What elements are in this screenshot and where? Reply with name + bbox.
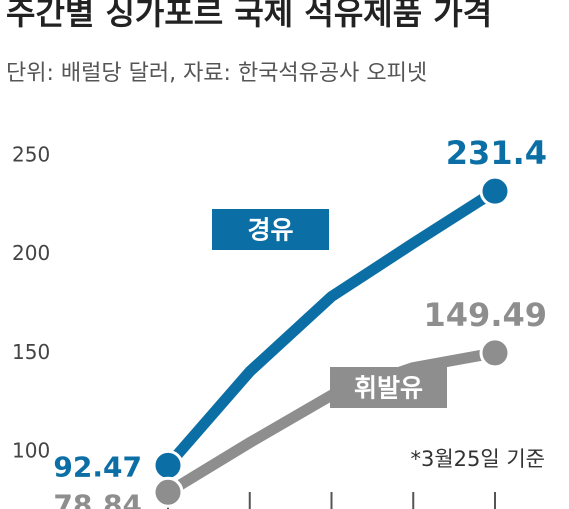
series-points xyxy=(152,175,511,508)
chart-title: 주간별 싱가포르 국제 석유제품 가격 xyxy=(6,0,492,32)
y-tick-labels: 100 150 200 250 xyxy=(12,142,50,462)
reference-date-note: *3월25일 기준 xyxy=(410,447,545,471)
x-tick-marks xyxy=(167,492,496,509)
value-label-gasoline-start: 92.47 xyxy=(53,450,142,483)
series-name-box-diesel xyxy=(330,367,447,408)
y-tick-label: 150 xyxy=(12,340,50,364)
value-label-gasoline-end: 231.4 xyxy=(446,134,547,172)
series-name-diesel: 휘발유 xyxy=(354,374,423,403)
series-name-gasoline: 경유 xyxy=(247,216,293,245)
value-label-diesel-start: 78.84 xyxy=(53,488,142,509)
y-tick-label: 200 xyxy=(12,241,50,265)
series-line-gasoline xyxy=(162,185,501,471)
chart-subtitle: 단위: 배럴당 달러, 자료: 한국석유공사 오피넷 xyxy=(6,61,427,86)
series-name-box-gasoline xyxy=(212,209,329,250)
y-tick-label: 100 xyxy=(12,439,50,463)
data-point-diesel-start xyxy=(152,476,184,508)
value-label-diesel-end: 149.49 xyxy=(424,296,547,334)
value-labels: 92.47 231.4 78.84 149.49 xyxy=(53,134,547,509)
y-tick-label: 250 xyxy=(12,142,50,166)
data-point-gasoline-end xyxy=(479,175,511,207)
data-point-gasoline-start xyxy=(152,449,184,481)
data-point-diesel-end xyxy=(479,337,511,369)
